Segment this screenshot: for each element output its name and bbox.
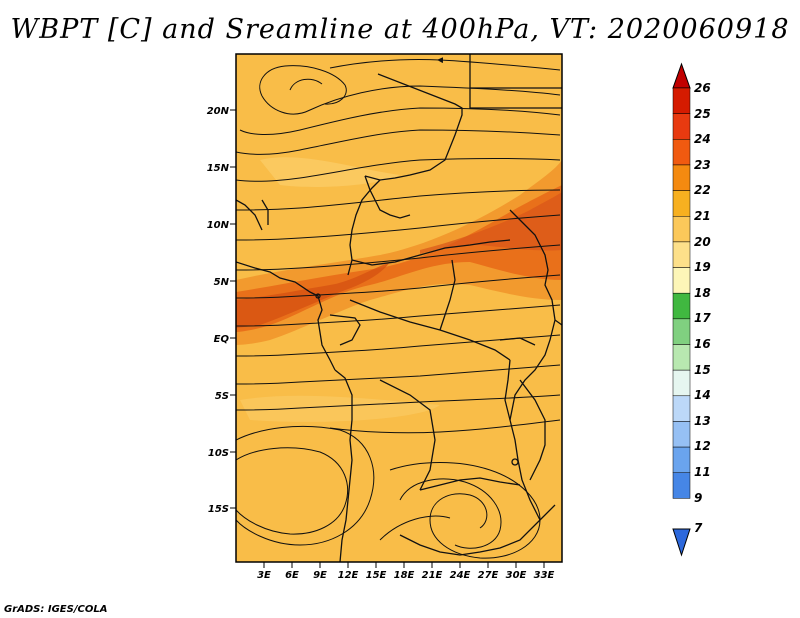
legend-swatch [672, 421, 691, 448]
lat-tick: 10N [207, 220, 236, 231]
legend-label: 23 [694, 158, 711, 172]
legend-swatch [672, 190, 691, 217]
lon-axis: 3E 6E 9E 12E 15E 18E 21E 24E 27E 30E 33E [257, 562, 555, 581]
map-panel [236, 54, 562, 562]
legend-swatch [672, 267, 691, 294]
streamlines [236, 57, 561, 559]
lon-tick: 18E [394, 562, 415, 581]
lat-tick-label: 5N [214, 277, 230, 288]
lon-tick: 33E [534, 562, 555, 581]
lon-tick-label: 18E [394, 570, 415, 581]
lat-tick: 20N [207, 106, 236, 117]
lon-tick: 15E [366, 562, 387, 581]
legend-label: 17 [694, 311, 711, 325]
lon-tick: 9E [313, 562, 327, 581]
legend-label: 21 [694, 209, 711, 223]
legend-label: 13 [694, 414, 711, 428]
lon-tick: 3E [257, 562, 271, 581]
legend-swatch [672, 395, 691, 422]
legend-swatch [672, 164, 691, 191]
lon-tick-label: 12E [338, 570, 359, 581]
legend-label: 22 [694, 183, 711, 197]
legend-swatch [672, 318, 691, 345]
legend-swatch [672, 216, 691, 243]
lat-tick-label: 10N [207, 220, 230, 231]
legend-swatch [672, 344, 691, 371]
lon-tick-label: 3E [257, 570, 271, 581]
legend-swatch [672, 472, 691, 499]
legend-labels: 26 25 24 23 22 21 20 19 18 17 16 15 14 1… [694, 81, 711, 535]
legend-label: 19 [694, 260, 711, 274]
legend-swatch [672, 113, 691, 140]
lon-tick: 12E [338, 562, 359, 581]
lon-tick: 6E [285, 562, 299, 581]
legend-label: 12 [694, 439, 711, 453]
legend-label: 16 [694, 337, 711, 351]
legend-swatch [672, 87, 691, 114]
lat-tick: 15N [207, 163, 236, 174]
lat-tick-label: 15N [207, 163, 230, 174]
lat-axis: 20N 15N 10N 5N EQ 5S 10S 15S [207, 106, 236, 515]
legend-label: 14 [694, 388, 711, 402]
footer-credit: GrADS: IGES/COLA [4, 604, 108, 615]
lat-tick-label: 20N [207, 106, 230, 117]
legend-label: 11 [694, 465, 711, 479]
legend-arrow-top [672, 62, 691, 89]
borders [236, 54, 562, 562]
lon-tick: 24E [450, 562, 471, 581]
legend-label: 9 [694, 491, 702, 505]
lat-tick: EQ [214, 334, 236, 345]
lon-tick-label: 30E [506, 570, 527, 581]
lon-tick-label: 33E [534, 570, 555, 581]
lat-tick: 15S [208, 504, 236, 515]
legend-swatch [672, 369, 691, 397]
color-legend: 26 25 24 23 22 21 20 19 18 17 16 15 14 1… [672, 62, 711, 557]
lon-tick: 27E [478, 562, 499, 581]
lat-tick-label: 15S [208, 504, 229, 515]
legend-label: 26 [694, 81, 711, 95]
legend-swatch [672, 292, 691, 320]
lon-tick-label: 15E [366, 570, 387, 581]
legend-label: 15 [694, 363, 711, 377]
lon-tick-label: 9E [313, 570, 327, 581]
lon-tick: 30E [506, 562, 527, 581]
lon-tick-label: 27E [478, 570, 499, 581]
legend-label: 20 [694, 235, 711, 249]
legend-arrow-bottom [672, 528, 691, 557]
lon-tick-label: 21E [422, 570, 443, 581]
legend-label: 25 [694, 107, 711, 121]
lon-tick-label: 6E [285, 570, 299, 581]
legend-swatch [672, 139, 691, 166]
lat-tick-label: 10S [208, 448, 229, 459]
chart-title: WBPT [C] and Sreamline at 400hPa, VT: 20… [10, 14, 790, 45]
legend-label: 18 [694, 286, 711, 300]
lat-tick: 10S [208, 448, 236, 459]
lat-tick: 5N [214, 277, 236, 288]
lon-tick: 21E [422, 562, 443, 581]
legend-swatch [672, 241, 691, 268]
lat-tick-label: 5S [215, 391, 229, 402]
lat-tick: 5S [215, 391, 236, 402]
legend-swatch [672, 446, 691, 474]
map-frame [235, 53, 563, 563]
legend-label: 24 [694, 132, 711, 146]
lat-tick-label: EQ [214, 334, 230, 345]
legend-label: 7 [694, 521, 703, 535]
lon-tick-label: 24E [450, 570, 471, 581]
legend-boxes [672, 87, 691, 499]
